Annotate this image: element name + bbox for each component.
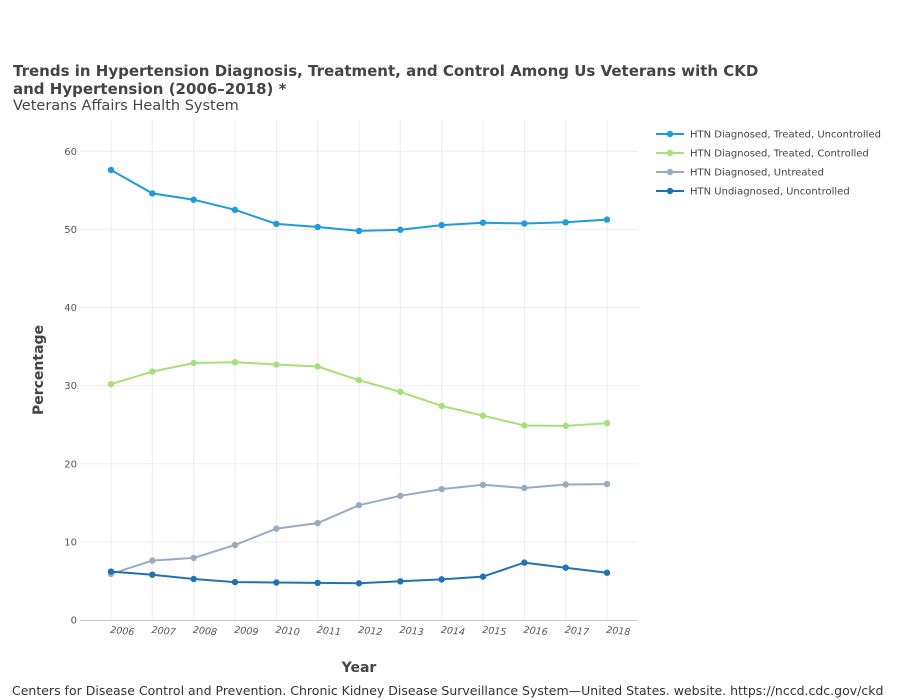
data-point[interactable] [149,368,156,375]
data-point[interactable] [438,221,445,229]
x-tick-label: 2007 [151,625,176,638]
data-point[interactable] [273,579,280,586]
chart-subtitle: Veterans Affairs Health System [13,98,239,114]
x-tick-label: 2012 [358,625,383,638]
y-tick-label: 20 [64,459,77,470]
data-point[interactable] [107,568,115,575]
legend-marker [666,187,674,195]
data-point[interactable] [107,166,115,174]
x-tick-label: 2008 [192,625,217,638]
data-point[interactable] [355,227,363,235]
y-tick-label: 60 [64,147,77,158]
data-point[interactable] [231,541,239,549]
data-point[interactable] [603,216,611,223]
data-point[interactable] [397,578,404,585]
y-tick-label: 40 [64,303,77,314]
data-point[interactable] [521,559,528,566]
legend-label[interactable]: HTN Diagnosed, Treated, Uncontrolled [690,130,881,141]
data-point[interactable] [562,481,569,488]
data-point[interactable] [149,571,156,578]
data-point[interactable] [603,569,611,576]
x-tick-label: 2017 [564,625,589,638]
data-point[interactable] [479,412,487,419]
x-tick-label: 2010 [275,625,300,638]
x-tick-label: 2016 [523,625,548,638]
y-tick-label: 50 [64,225,77,236]
data-point[interactable] [479,219,487,226]
y-tick-label: 10 [64,537,77,548]
legend-label[interactable]: HTN Undiagnosed, Uncontrolled [690,187,850,198]
data-point[interactable] [314,363,321,370]
data-point[interactable] [397,492,404,499]
legend-label[interactable]: HTN Diagnosed, Treated, Controlled [690,149,869,160]
data-point[interactable] [149,557,156,564]
data-point[interactable] [190,359,197,367]
data-point[interactable] [231,206,239,214]
data-point[interactable] [273,525,280,532]
y-tick-label: 30 [64,381,77,392]
data-point[interactable] [149,190,156,197]
data-point[interactable] [314,223,321,231]
y-axis-title: Percentage [31,325,47,415]
x-tick-label: 2011 [316,625,341,638]
data-point[interactable] [438,402,445,410]
source-footer: Centers for Disease Control and Preventi… [12,683,884,698]
data-point[interactable] [314,519,321,527]
grid-layer [80,120,638,620]
x-tick-label: 2006 [110,625,135,638]
x-axis-title: Year [341,660,377,676]
data-point[interactable] [190,575,197,583]
legend-marker [666,149,674,157]
legend-marker [666,130,674,138]
legend: HTN Diagnosed, Treated, Uncontrolled HTN … [656,130,881,198]
data-point[interactable] [562,564,569,571]
data-point[interactable] [190,554,197,562]
data-point[interactable] [397,388,404,396]
data-point[interactable] [603,419,611,427]
data-point[interactable] [521,484,528,492]
x-tick-label: 2015 [482,625,507,638]
data-point[interactable] [397,226,404,233]
data-point[interactable] [190,196,197,203]
data-point[interactable] [479,573,487,580]
data-point[interactable] [521,422,528,429]
x-tick-label: 2009 [234,625,259,638]
x-tick-label: 2018 [606,625,631,638]
data-point[interactable] [107,380,115,388]
data-point[interactable] [355,580,363,587]
chart-title: Trends in Hypertension Diagnosis, Treatm… [13,62,759,98]
data-point[interactable] [562,219,569,226]
data-point[interactable] [438,576,445,583]
data-point[interactable] [314,579,321,587]
y-tick-label: 0 [71,616,77,627]
data-point[interactable] [479,481,487,489]
data-point[interactable] [603,480,611,488]
axis-layer: 0 10 20 30 40 50 60 2006 2007 2008 2009 2010 2011 201… [64,147,638,638]
data-point[interactable] [231,578,239,586]
data-point[interactable] [273,220,280,228]
legend-marker [666,168,674,176]
legend-label[interactable]: HTN Diagnosed, Untreated [690,168,824,179]
x-tick-label: 2013 [399,625,424,638]
data-point[interactable] [562,422,569,430]
data-point[interactable] [438,485,445,493]
data-point[interactable] [231,358,239,366]
series-layer [107,166,611,587]
x-tick-label: 2014 [440,625,465,638]
data-point[interactable] [355,376,363,384]
data-point[interactable] [355,501,363,509]
data-point[interactable] [521,220,528,227]
data-point[interactable] [273,361,280,368]
